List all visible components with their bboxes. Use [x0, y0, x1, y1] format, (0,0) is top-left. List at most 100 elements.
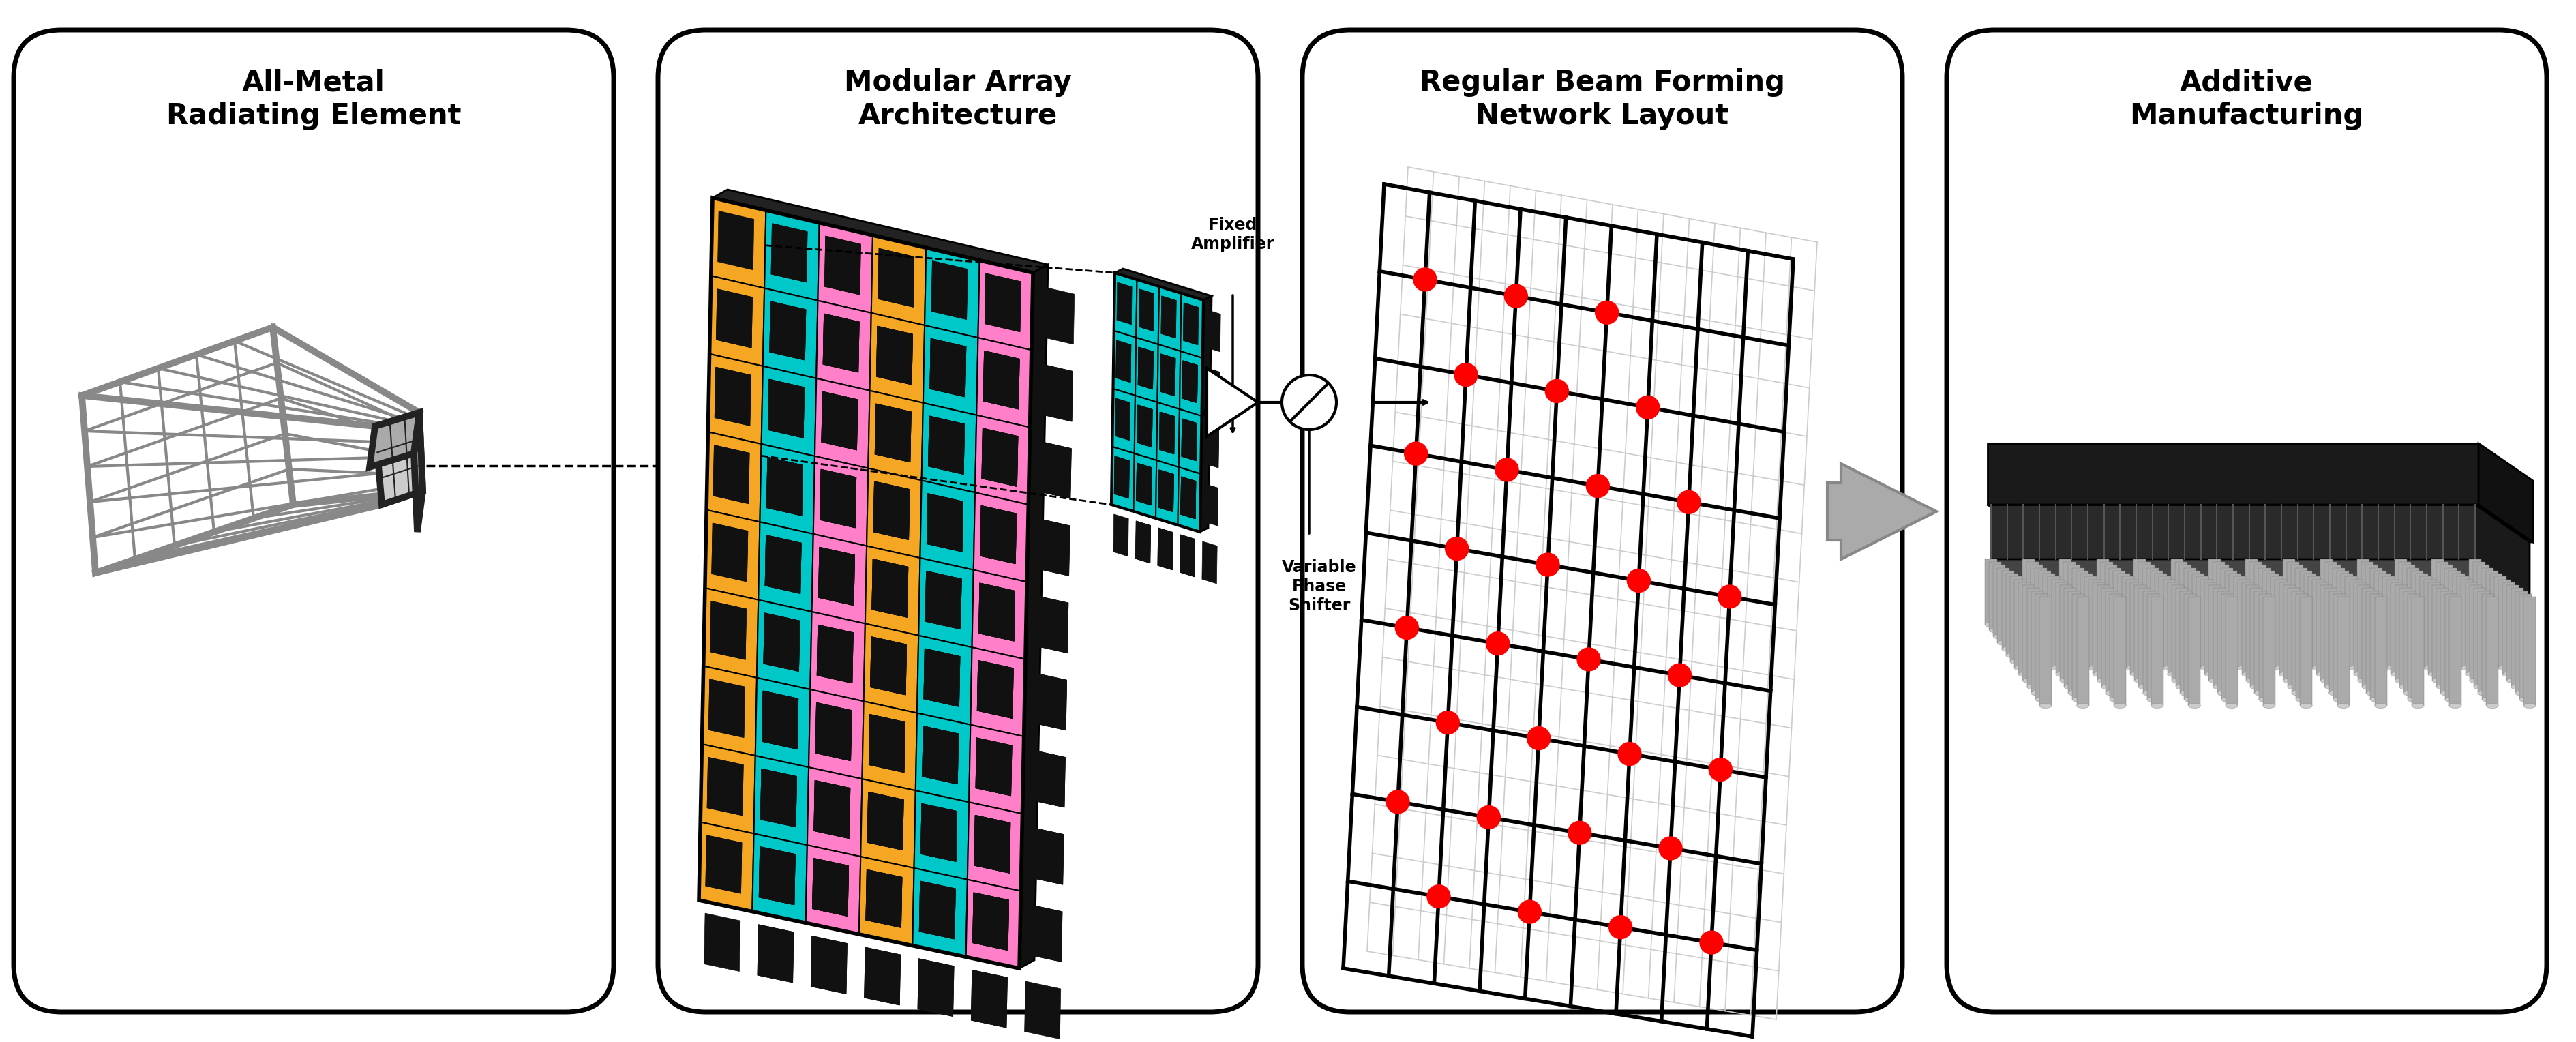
- Ellipse shape: [2499, 666, 2512, 670]
- Polygon shape: [1025, 904, 1061, 962]
- Bar: [2336, 597, 2349, 705]
- Polygon shape: [920, 803, 958, 862]
- Polygon shape: [698, 822, 755, 912]
- Bar: [2411, 597, 2424, 705]
- Polygon shape: [860, 779, 914, 868]
- Polygon shape: [976, 738, 1012, 796]
- Polygon shape: [971, 970, 1007, 1027]
- Ellipse shape: [2177, 685, 2187, 690]
- Bar: [2035, 594, 2048, 699]
- Bar: [2213, 588, 2226, 687]
- Bar: [1996, 568, 2009, 643]
- Polygon shape: [868, 792, 904, 850]
- Polygon shape: [765, 210, 819, 300]
- Polygon shape: [1159, 470, 1175, 512]
- Bar: [2452, 573, 2465, 655]
- Ellipse shape: [2396, 622, 2406, 627]
- Ellipse shape: [2282, 622, 2295, 627]
- Ellipse shape: [2187, 647, 2200, 651]
- Bar: [2076, 597, 2089, 705]
- Polygon shape: [974, 815, 1010, 873]
- Ellipse shape: [2246, 678, 2259, 683]
- Bar: [2115, 597, 2125, 705]
- Ellipse shape: [2336, 647, 2349, 651]
- Circle shape: [1718, 585, 1741, 609]
- Polygon shape: [1200, 296, 1211, 531]
- Circle shape: [1486, 631, 1510, 655]
- Polygon shape: [930, 339, 966, 397]
- Polygon shape: [757, 600, 811, 690]
- Circle shape: [1618, 742, 1641, 766]
- Ellipse shape: [2259, 641, 2269, 645]
- Bar: [2370, 568, 2383, 643]
- Bar: [2117, 573, 2130, 655]
- Ellipse shape: [2269, 660, 2282, 664]
- Polygon shape: [1136, 405, 1151, 447]
- Polygon shape: [927, 416, 963, 474]
- Polygon shape: [1113, 273, 1136, 338]
- Bar: [2208, 586, 2221, 680]
- Bar: [2282, 560, 2295, 624]
- Polygon shape: [819, 547, 855, 605]
- Ellipse shape: [2022, 678, 2035, 683]
- Polygon shape: [984, 273, 1020, 331]
- Polygon shape: [976, 661, 1012, 718]
- Polygon shape: [765, 535, 801, 594]
- Bar: [2239, 579, 2249, 668]
- Polygon shape: [817, 702, 853, 761]
- Polygon shape: [866, 870, 902, 927]
- Polygon shape: [755, 677, 811, 767]
- Ellipse shape: [2411, 647, 2424, 651]
- Polygon shape: [1113, 330, 1136, 396]
- Polygon shape: [922, 726, 958, 785]
- Polygon shape: [1159, 354, 1175, 396]
- Polygon shape: [1136, 279, 1159, 344]
- Ellipse shape: [2166, 672, 2179, 676]
- Polygon shape: [927, 494, 963, 552]
- Polygon shape: [811, 859, 848, 916]
- Polygon shape: [1157, 402, 1180, 467]
- Polygon shape: [1136, 463, 1151, 505]
- Ellipse shape: [2501, 672, 2514, 676]
- Bar: [2519, 594, 2532, 699]
- Ellipse shape: [2403, 635, 2416, 639]
- Ellipse shape: [2130, 672, 2143, 676]
- Bar: [2280, 582, 2293, 674]
- Circle shape: [1577, 648, 1600, 671]
- Polygon shape: [819, 547, 855, 605]
- Polygon shape: [981, 505, 1018, 564]
- Ellipse shape: [2143, 635, 2154, 639]
- Polygon shape: [976, 661, 1012, 718]
- Polygon shape: [1991, 560, 2530, 597]
- Bar: [2184, 594, 2197, 699]
- Polygon shape: [708, 679, 744, 738]
- Polygon shape: [1139, 347, 1154, 390]
- Polygon shape: [1139, 347, 1154, 390]
- Polygon shape: [1030, 672, 1066, 730]
- Ellipse shape: [2105, 691, 2117, 696]
- Polygon shape: [711, 198, 765, 289]
- Ellipse shape: [2357, 678, 2370, 683]
- Ellipse shape: [2282, 678, 2295, 683]
- Bar: [2097, 560, 2110, 624]
- Bar: [2303, 573, 2316, 655]
- Bar: [2063, 588, 2076, 687]
- Polygon shape: [976, 738, 1012, 796]
- Circle shape: [1708, 758, 1731, 782]
- Polygon shape: [920, 557, 974, 647]
- Polygon shape: [912, 868, 969, 957]
- Polygon shape: [768, 457, 804, 516]
- Text: Additive
Manufacturing: Additive Manufacturing: [2130, 68, 2365, 130]
- Polygon shape: [817, 702, 853, 761]
- Polygon shape: [981, 505, 1018, 564]
- Bar: [2184, 568, 2195, 643]
- Polygon shape: [927, 494, 963, 552]
- Polygon shape: [1036, 363, 1074, 421]
- Polygon shape: [716, 289, 752, 348]
- Polygon shape: [871, 637, 907, 695]
- Bar: [2293, 591, 2303, 693]
- Polygon shape: [1180, 535, 1195, 577]
- Polygon shape: [706, 431, 762, 522]
- Ellipse shape: [2398, 628, 2411, 632]
- Polygon shape: [876, 403, 912, 463]
